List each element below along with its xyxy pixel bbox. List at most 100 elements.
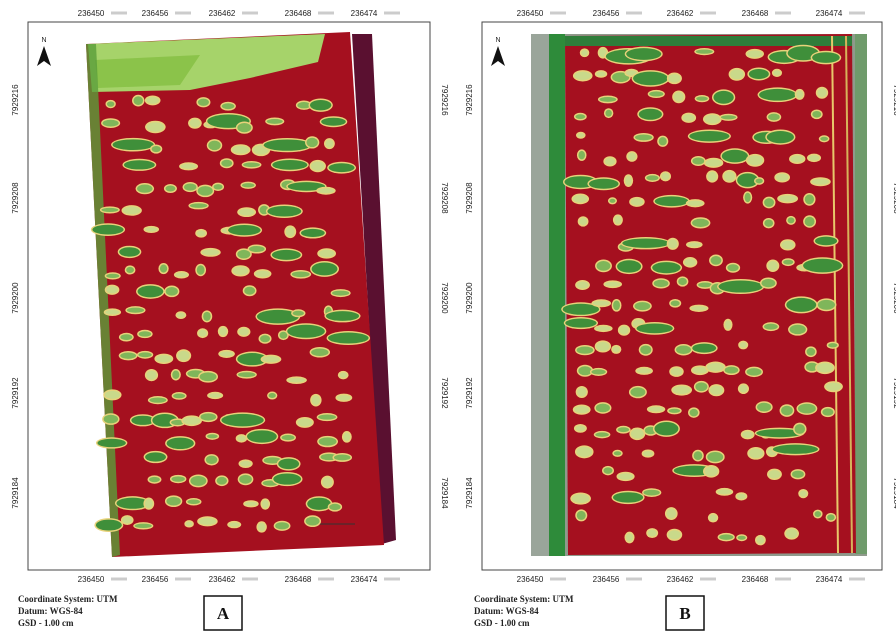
vegetation-patch [654,422,678,435]
vegetation-patch [190,476,206,486]
vegetation-patch [106,274,119,278]
vegetation-patch [238,372,255,377]
vegetation-patch [217,477,227,485]
vegetation-patch [288,378,306,383]
vegetation-patch [306,517,320,526]
vegetation-patch [273,473,301,484]
vegetation-patch [579,218,587,225]
vegetation-patch [764,198,774,207]
vegetation-patch [307,498,331,510]
vegetation-patch [221,414,263,426]
x-tick-label: 236456 [142,575,169,584]
vegetation-patch [183,417,201,425]
vegetation-patch [717,489,732,494]
y-tick-label: 7929192 [11,377,20,409]
vegetation-patch [722,150,748,163]
vegetation-patch [160,265,167,273]
y-tick-label: 7929184 [440,477,449,509]
vegetation-patch [827,514,835,520]
vegetation-patch [269,393,276,398]
vegetation-patch [228,225,261,235]
vegetation-patch [173,394,185,399]
vegetation-patch [781,406,793,416]
vegetation-patch [107,101,114,106]
vegetation-patch [768,114,780,121]
vegetation-patch [696,97,708,101]
vegetation-patch [596,326,612,330]
y-tick-label: 7929208 [465,182,474,214]
vegetation-patch [719,534,733,539]
vegetation-patch [749,69,769,79]
vegetation-patch [214,184,223,189]
vegetation-patch [713,91,733,104]
vegetation-patch [134,96,143,105]
vegetation-patch [96,520,122,531]
vegetation-patch [589,179,619,189]
vegetation-patch [573,195,588,203]
y-tick-label: 7929208 [440,182,449,214]
vegetation-patch [293,311,304,316]
vegetation-patch [815,237,837,246]
vegetation-patch [773,445,818,454]
vegetation-patch [745,193,751,202]
vegetation-patch [200,372,217,381]
vegetation-patch [689,131,729,141]
vegetation-patch [668,74,680,83]
vegetation-patch [605,158,615,165]
vegetation-patch [249,246,265,252]
vegetation-patch [635,134,652,140]
vegetation-patch [245,502,258,506]
vegetation-patch [764,324,778,330]
vegetation-patch [707,452,723,462]
vegetation-patch [756,179,763,184]
x-tick-label: 236474 [351,9,378,18]
vegetation-patch [239,328,249,335]
vegetation-patch [626,533,633,542]
vegetation-patch [242,183,254,187]
vegetation-patch [199,518,217,525]
y-tick-label: 7929184 [11,477,20,509]
y-tick-label: 7929216 [11,84,20,116]
y-tick-label: 7929216 [465,84,474,116]
vegetation-patch [239,209,255,216]
x-tick-label: 236468 [285,575,312,584]
x-tick-label: 236456 [593,9,620,18]
vegetation-patch [577,133,584,137]
vegetation-patch [786,298,816,312]
vegetation-patch [198,99,209,106]
y-tick-label: 7929216 [440,84,449,116]
vegetation-patch [622,238,669,247]
vegetation-patch [575,114,585,119]
y-tick-label: 7929184 [465,477,474,509]
vegetation-patch [119,247,140,256]
vegetation-patch [152,146,161,152]
vegetation-patch [757,536,765,543]
vegetation-patch [178,351,190,361]
vegetation-patch [149,477,160,482]
vegetation-patch [739,385,747,393]
vegetation-patch [747,368,762,375]
vegetation-patch [671,368,683,376]
vegetation-patch [609,199,615,203]
vegetation-patch [727,264,738,271]
y-tick-label: 7929200 [465,282,474,314]
field-edge [531,34,549,556]
vegetation-patch [106,286,118,293]
vegetation-patch [565,318,596,327]
y-tick-label: 7929192 [892,377,896,409]
vegetation-patch [633,72,668,86]
vegetation-patch [630,387,645,396]
x-tick-label: 236462 [209,9,236,18]
vegetation-patch [202,249,219,255]
vegetation-patch [628,153,636,161]
vegetation-patch [258,523,265,531]
vegetation-patch [172,371,179,379]
vegetation-patch [279,332,287,339]
vegetation-patch [267,119,283,124]
vegetation-patch [708,172,717,181]
vegetation-patch [643,451,653,456]
vegetation-patch [613,346,620,352]
vegetation-patch [805,195,814,205]
vegetation-patch [661,173,669,180]
vegetation-patch [654,280,669,287]
